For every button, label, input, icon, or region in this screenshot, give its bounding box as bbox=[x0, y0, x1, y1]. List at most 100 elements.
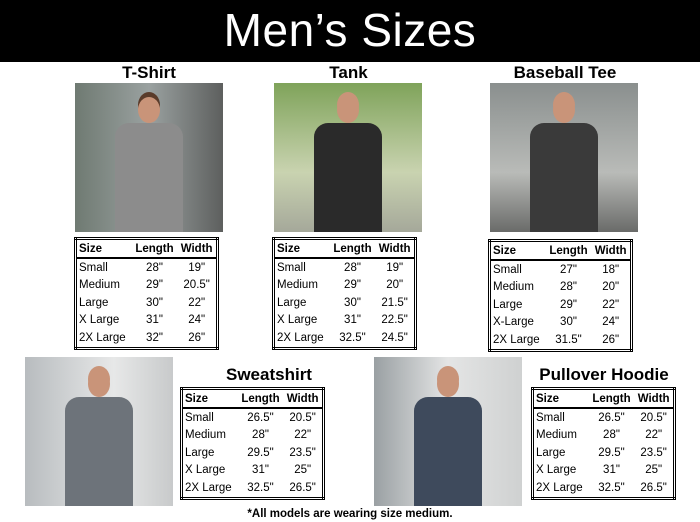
table-cell: Small bbox=[185, 411, 214, 424]
table-cell: 22" bbox=[294, 429, 312, 442]
table-row: X-Large 30" 24" bbox=[490, 314, 632, 332]
table-row: Medium 28" 22" bbox=[533, 427, 675, 445]
table-cell: Medium bbox=[536, 429, 577, 442]
table-cell: X Large bbox=[536, 464, 577, 477]
table-row: Small 28" 19" bbox=[76, 258, 218, 277]
table-cell: 25" bbox=[645, 464, 663, 477]
table-cell: 26" bbox=[602, 333, 620, 346]
column-header: Width bbox=[177, 238, 218, 259]
table-cell: Medium bbox=[185, 429, 226, 442]
table-cell: 23.5" bbox=[289, 446, 316, 459]
table-row: Large 30" 21.5" bbox=[274, 294, 416, 312]
table-cell: X-Large bbox=[493, 316, 534, 329]
table-cell: 23.5" bbox=[640, 446, 667, 459]
table-cell: 32.5" bbox=[339, 331, 366, 344]
column-header: Size bbox=[273, 238, 330, 259]
column-header: Width bbox=[375, 238, 416, 259]
table-header-row: Size Length Width bbox=[489, 240, 632, 261]
table-cell: 19" bbox=[386, 261, 404, 274]
table-cell: 22" bbox=[188, 296, 206, 309]
table-cell: 28" bbox=[560, 281, 577, 294]
column-header: Size bbox=[181, 388, 238, 409]
table-cell: Medium bbox=[493, 281, 534, 294]
table-cell: 26.5" bbox=[247, 411, 274, 424]
column-header: Length bbox=[545, 240, 592, 261]
table-cell: 24" bbox=[602, 316, 620, 329]
table-cell: 30" bbox=[560, 316, 577, 329]
t-shirt-title: T-Shirt bbox=[122, 63, 176, 82]
table-cell: 32" bbox=[146, 331, 163, 344]
table-row: Large 29" 22" bbox=[490, 296, 632, 314]
pullover-hoodie-size-table: Size Length Width Small 26.5" 20.5" Medium 28" 2… bbox=[531, 387, 676, 500]
table-row: Small 26.5" 20.5" bbox=[533, 408, 675, 427]
table-cell: 2X Large bbox=[79, 331, 126, 344]
table-cell: 31" bbox=[252, 464, 269, 477]
table-cell: 26" bbox=[188, 331, 206, 344]
table-row: 2X Large 32.5" 26.5" bbox=[533, 479, 675, 498]
table-cell: 29.5" bbox=[598, 446, 625, 459]
table-cell: 19" bbox=[188, 261, 206, 274]
table-row: Large 29.5" 23.5" bbox=[533, 444, 675, 462]
tank-size-table: Size Length Width Small 28" 19" Medium 29" 20" La… bbox=[272, 237, 417, 350]
table-cell: X Large bbox=[277, 314, 318, 327]
column-header: Width bbox=[283, 388, 324, 409]
table-row: Medium 28" 20" bbox=[490, 279, 632, 297]
table-cell: 18" bbox=[602, 263, 620, 276]
table-cell: 2X Large bbox=[277, 331, 324, 344]
column-header: Length bbox=[131, 238, 178, 259]
table-cell: 26.5" bbox=[289, 481, 316, 494]
table-cell: X Large bbox=[185, 464, 226, 477]
table-cell: 24" bbox=[188, 314, 206, 327]
table-cell: 32.5" bbox=[247, 481, 274, 494]
table-cell: Large bbox=[185, 446, 215, 459]
table-cell: 22.5" bbox=[381, 314, 408, 327]
tank-model-photo bbox=[274, 83, 422, 232]
table-cell: 28" bbox=[146, 261, 163, 274]
table-cell: 2X Large bbox=[493, 333, 540, 346]
table-row: 2X Large 32.5" 26.5" bbox=[182, 479, 324, 498]
pullover-hoodie-title: Pullover Hoodie bbox=[539, 365, 669, 384]
table-row: X Large 31" 25" bbox=[182, 462, 324, 480]
page-title: Men’s Sizes bbox=[223, 4, 477, 56]
table-row: Small 28" 19" bbox=[274, 258, 416, 277]
table-cell: 21.5" bbox=[381, 296, 408, 309]
table-row: Large 29.5" 23.5" bbox=[182, 444, 324, 462]
table-row: 2X Large 32" 26" bbox=[76, 329, 218, 348]
baseball-tee-model-photo bbox=[490, 83, 638, 232]
table-row: X Large 31" 22.5" bbox=[274, 312, 416, 330]
table-cell: 28" bbox=[252, 429, 269, 442]
table-cell: 20" bbox=[602, 281, 620, 294]
table-cell: 22" bbox=[645, 429, 663, 442]
table-cell: Small bbox=[536, 411, 565, 424]
table-row: Medium 29" 20" bbox=[274, 277, 416, 295]
column-header: Width bbox=[591, 240, 632, 261]
table-cell: Large bbox=[277, 296, 307, 309]
table-cell: 31" bbox=[146, 314, 163, 327]
table-cell: Small bbox=[277, 261, 306, 274]
table-cell: 20" bbox=[386, 279, 404, 292]
table-header-row: Size Length Width bbox=[75, 238, 218, 259]
table-cell: 29" bbox=[344, 279, 361, 292]
column-header: Size bbox=[532, 388, 589, 409]
table-cell: X Large bbox=[79, 314, 120, 327]
table-cell: 32.5" bbox=[598, 481, 625, 494]
table-row: 2X Large 32.5" 24.5" bbox=[274, 329, 416, 348]
sweatshirt-size-table: Size Length Width Small 26.5" 20.5" Medium 28" 2… bbox=[180, 387, 325, 500]
table-cell: 2X Large bbox=[536, 481, 583, 494]
table-cell: Medium bbox=[79, 279, 120, 292]
sweatshirt-title: Sweatshirt bbox=[226, 365, 312, 384]
table-cell: Large bbox=[79, 296, 109, 309]
table-cell: Large bbox=[536, 446, 566, 459]
table-cell: 27" bbox=[560, 263, 577, 276]
table-header-row: Size Length Width bbox=[181, 388, 324, 409]
table-cell: 31" bbox=[344, 314, 361, 327]
table-cell: 29.5" bbox=[247, 446, 274, 459]
table-cell: 30" bbox=[146, 296, 163, 309]
column-header: Size bbox=[75, 238, 132, 259]
table-row: Large 30" 22" bbox=[76, 294, 218, 312]
t-shirt-size-table: Size Length Width Small 28" 19" Medium 29" 20.5"… bbox=[74, 237, 219, 350]
table-header-row: Size Length Width bbox=[273, 238, 416, 259]
table-cell: 29" bbox=[560, 298, 577, 311]
table-cell: 26.5" bbox=[640, 481, 667, 494]
